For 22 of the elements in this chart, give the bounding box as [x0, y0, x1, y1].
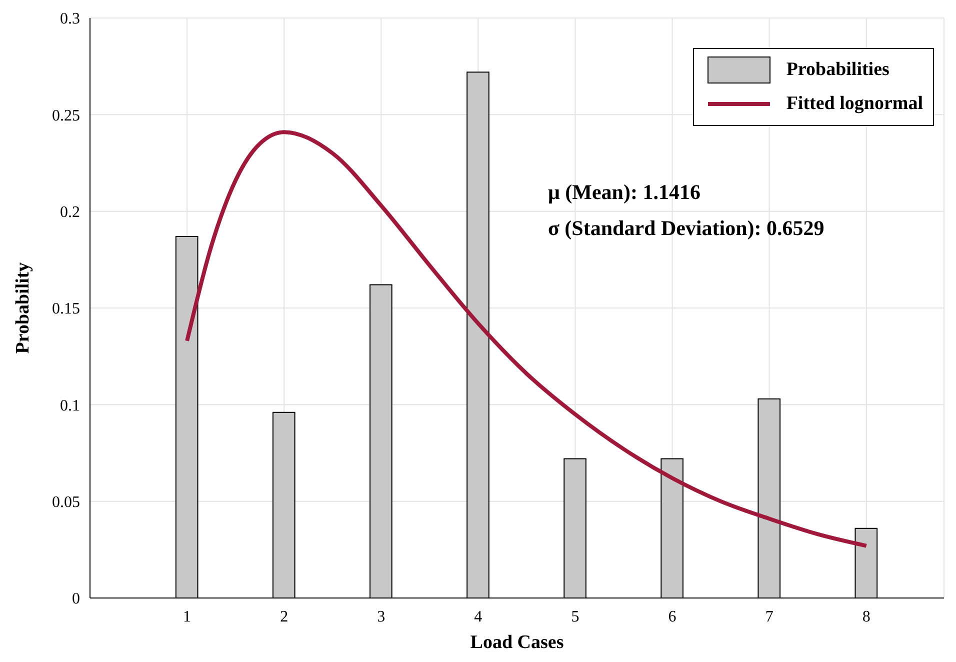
x-tick-label: 7	[765, 608, 774, 626]
y-tick-label: 0	[72, 590, 80, 608]
legend-label: Probabilities	[786, 59, 890, 81]
y-tick-label: 0.05	[52, 494, 80, 512]
legend-label: Fitted lognormal	[786, 93, 923, 115]
x-tick-label: 6	[668, 608, 676, 626]
annotation: μ (Mean): 1.1416	[548, 180, 700, 205]
annotation: σ (Standard Deviation): 0.6529	[548, 216, 824, 241]
line-series	[185, 130, 868, 548]
x-tick-label: 2	[280, 608, 288, 626]
x-axis-title: Load Cases	[470, 632, 564, 653]
y-tick-label: 0.25	[52, 107, 80, 124]
y-axis-title: Probability	[12, 262, 34, 354]
y-tick-label: 0.1	[60, 397, 80, 414]
x-tick-label: 4	[474, 608, 482, 626]
y-tick-label: 0.15	[52, 300, 80, 318]
y-tick-label: 0.3	[60, 10, 80, 28]
y-tick-label: 0.2	[60, 204, 80, 222]
x-tick-label: 8	[862, 608, 870, 626]
x-tick-label: 3	[377, 608, 386, 626]
x-tick-label: 1	[183, 608, 192, 626]
x-tick-label: 5	[571, 608, 580, 626]
